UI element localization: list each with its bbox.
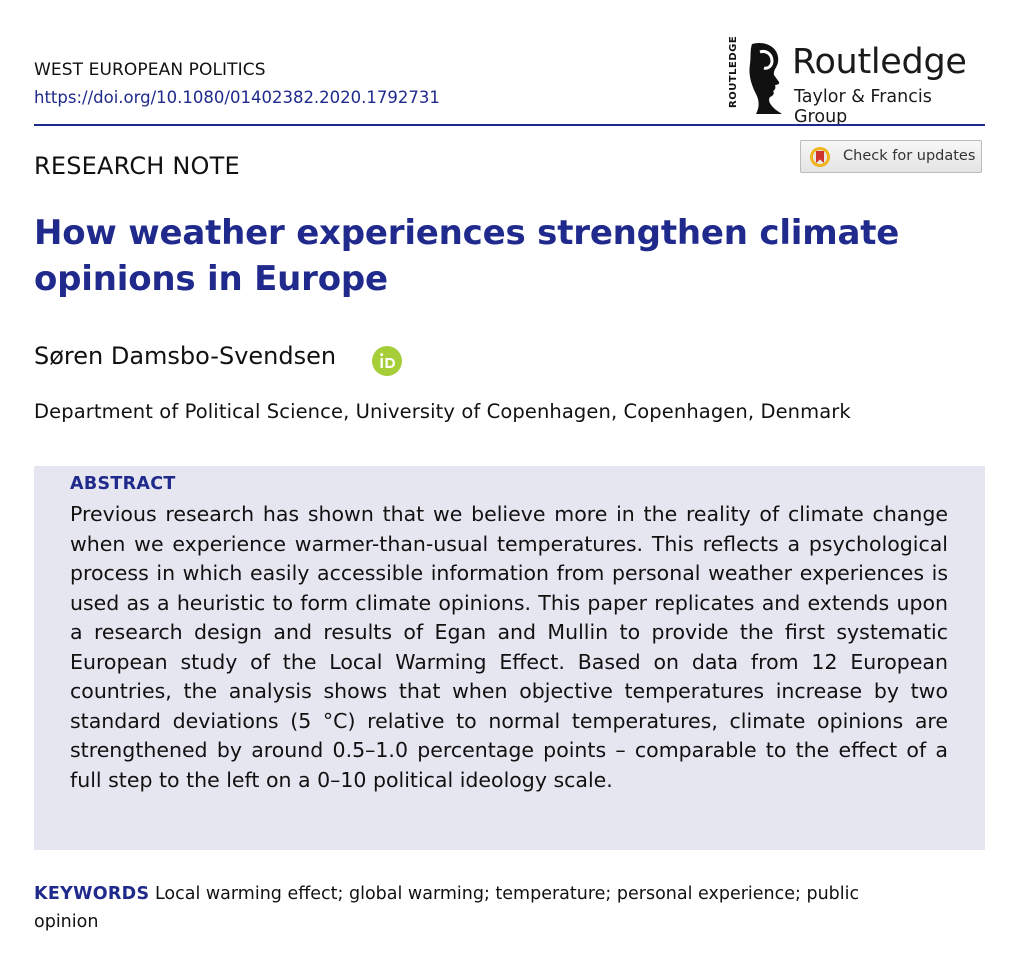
routledge-head-icon xyxy=(749,42,782,115)
publisher-spine-text: ROUTLEDGE xyxy=(728,35,739,108)
orcid-icon[interactable] xyxy=(372,346,402,376)
publisher-group: Taylor & Francis Group xyxy=(794,87,932,127)
author-line: Søren Damsbo-Svendsen xyxy=(34,342,402,376)
author-name: Søren Damsbo-Svendsen xyxy=(34,342,337,370)
check-for-updates-icon xyxy=(810,147,830,167)
article-title: How weather experiences strengthen clima… xyxy=(34,213,900,299)
check-for-updates-label: Check for updates xyxy=(843,148,976,164)
keywords: KEYWORDS Local warming effect; global wa… xyxy=(34,880,894,936)
doi-link[interactable]: https://doi.org/10.1080/01402382.2020.17… xyxy=(34,88,440,107)
keywords-label: KEYWORDS xyxy=(34,884,150,904)
check-for-updates-button[interactable]: Check for updates xyxy=(800,140,982,173)
keywords-text: Local warming effect; global warming; te… xyxy=(34,884,860,932)
abstract-heading: ABSTRACT xyxy=(70,474,176,494)
publisher-name: Routledge xyxy=(792,42,967,82)
abstract-text: Previous research has shown that we beli… xyxy=(70,502,948,792)
publisher-logo: ROUTLEDGE Routledge Taylor & Francis Gro… xyxy=(728,35,990,127)
journal-name: WEST EUROPEAN POLITICS xyxy=(34,60,266,80)
author-affiliation: Department of Political Science, Univers… xyxy=(34,400,851,423)
article-type: RESEARCH NOTE xyxy=(34,152,240,180)
abstract-box: ABSTRACT Previous research has shown tha… xyxy=(34,466,985,850)
header-divider xyxy=(34,124,985,126)
